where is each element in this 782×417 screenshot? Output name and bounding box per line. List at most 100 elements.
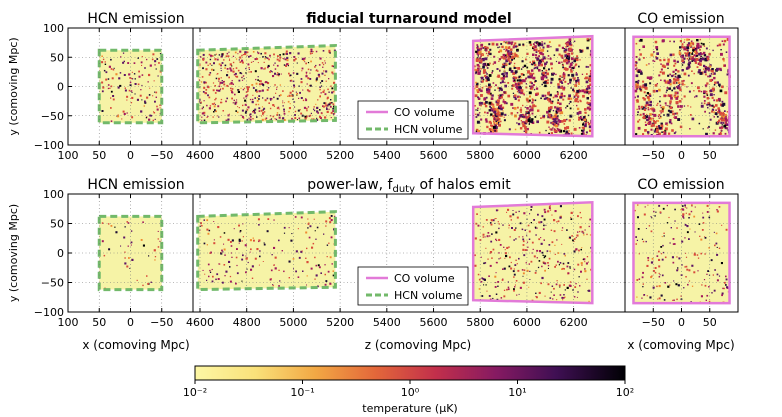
emission-pixel bbox=[508, 60, 510, 62]
y-tick-label: 0 bbox=[57, 247, 64, 260]
emission-pixel bbox=[235, 101, 238, 104]
emission-pixel bbox=[503, 295, 506, 298]
emission-pixel bbox=[489, 105, 491, 108]
emission-pixel bbox=[664, 129, 667, 132]
emission-pixel bbox=[490, 107, 492, 109]
emission-pixel bbox=[272, 284, 274, 287]
emission-pixel bbox=[576, 55, 579, 58]
emission-pixel bbox=[522, 74, 525, 76]
emission-pixel bbox=[523, 254, 526, 257]
emission-pixel bbox=[317, 112, 319, 114]
emission-pixel bbox=[296, 119, 298, 121]
emission-pixel bbox=[255, 103, 257, 106]
emission-pixel bbox=[693, 59, 697, 62]
emission-pixel bbox=[332, 107, 335, 110]
emission-pixel bbox=[676, 269, 679, 272]
emission-pixel bbox=[505, 63, 508, 66]
emission-pixel bbox=[146, 116, 148, 118]
emission-pixel bbox=[492, 126, 496, 129]
emission-pixel bbox=[669, 95, 672, 98]
emission-pixel bbox=[544, 211, 547, 214]
emission-pixel bbox=[492, 63, 494, 65]
emission-pixel bbox=[557, 128, 561, 132]
emission-pixel bbox=[635, 133, 638, 136]
emission-pixel bbox=[693, 54, 696, 57]
emission-pixel bbox=[241, 280, 243, 282]
emission-pixel bbox=[316, 117, 318, 119]
emission-pixel bbox=[126, 221, 128, 223]
emission-pixel bbox=[533, 60, 536, 62]
emission-pixel bbox=[675, 91, 679, 95]
emission-pixel bbox=[205, 81, 207, 84]
emission-pixel bbox=[246, 88, 249, 91]
emission-pixel bbox=[556, 95, 558, 98]
emission-pixel bbox=[218, 77, 220, 80]
emission-pixel bbox=[289, 52, 292, 55]
emission-pixel bbox=[154, 118, 156, 120]
emission-pixel bbox=[702, 212, 704, 214]
emission-pixel bbox=[235, 75, 237, 77]
emission-pixel bbox=[525, 86, 528, 89]
emission-pixel bbox=[108, 223, 110, 225]
emission-pixel bbox=[488, 275, 490, 277]
emission-pixel bbox=[504, 252, 507, 255]
emission-pixel bbox=[496, 107, 498, 110]
emission-pixel bbox=[246, 268, 248, 270]
emission-pixel bbox=[213, 62, 215, 65]
emission-pixel bbox=[283, 102, 285, 104]
emission-pixel bbox=[553, 116, 556, 119]
emission-pixel bbox=[579, 230, 581, 233]
emission-pixel bbox=[283, 226, 286, 229]
emission-pixel bbox=[641, 87, 643, 89]
emission-pixel bbox=[492, 129, 496, 132]
emission-pixel bbox=[256, 97, 259, 99]
emission-pixel bbox=[549, 108, 552, 111]
emission-pixel bbox=[496, 261, 498, 264]
emission-pixel bbox=[647, 103, 650, 106]
x-tick-label: 6000 bbox=[513, 316, 541, 329]
emission-pixel bbox=[487, 232, 490, 234]
emission-pixel bbox=[153, 80, 155, 82]
emission-pixel bbox=[565, 68, 568, 70]
emission-pixel bbox=[244, 52, 247, 56]
emission-pixel bbox=[310, 267, 313, 270]
emission-pixel bbox=[508, 246, 510, 248]
emission-pixel bbox=[300, 81, 303, 84]
emission-pixel bbox=[296, 93, 298, 95]
emission-pixel bbox=[584, 111, 587, 114]
emission-pixel bbox=[477, 67, 480, 71]
emission-pixel bbox=[531, 112, 534, 115]
emission-pixel bbox=[706, 211, 709, 213]
emission-pixel bbox=[686, 86, 688, 88]
emission-pixel bbox=[580, 262, 583, 265]
emission-pixel bbox=[515, 227, 517, 229]
emission-pixel bbox=[654, 267, 657, 269]
emission-pixel bbox=[563, 294, 565, 296]
emission-pixels bbox=[101, 221, 161, 290]
emission-pixel bbox=[705, 67, 707, 70]
emission-pixel bbox=[588, 108, 591, 111]
emission-pixel bbox=[585, 262, 588, 265]
emission-pixel bbox=[533, 255, 536, 258]
emission-pixel bbox=[509, 55, 511, 58]
emission-pixel bbox=[293, 101, 296, 103]
emission-pixel bbox=[690, 40, 693, 43]
emission-pixel bbox=[713, 289, 716, 292]
emission-pixel bbox=[533, 67, 536, 70]
emission-pixel bbox=[235, 256, 238, 259]
emission-pixel bbox=[516, 112, 519, 114]
emission-pixel bbox=[202, 91, 205, 93]
emission-pixel bbox=[662, 131, 665, 133]
emission-pixel bbox=[560, 92, 563, 95]
emission-pixel bbox=[692, 49, 694, 51]
emission-pixel bbox=[647, 116, 651, 120]
emission-pixel bbox=[580, 133, 584, 136]
emission-pixel bbox=[508, 52, 511, 56]
emission-pixel bbox=[654, 84, 658, 87]
emission-pixel bbox=[288, 260, 291, 263]
emission-pixel bbox=[241, 109, 244, 112]
emission-pixel bbox=[239, 61, 242, 63]
emission-pixel bbox=[480, 256, 482, 258]
emission-pixel bbox=[572, 89, 574, 91]
emission-pixel bbox=[214, 104, 216, 106]
